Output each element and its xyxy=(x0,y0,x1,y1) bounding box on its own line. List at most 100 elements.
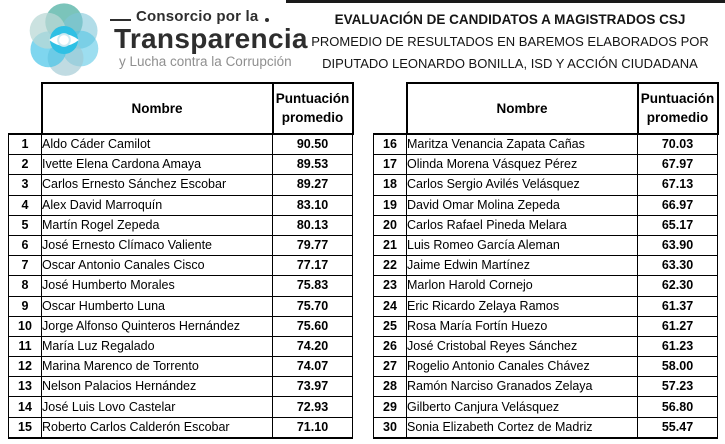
score-cell: 61.37 xyxy=(637,295,718,317)
score-cell: 66.97 xyxy=(637,194,718,216)
score-cell: 74.07 xyxy=(272,356,353,378)
score-cell: 70.03 xyxy=(637,133,718,156)
brand-dash-rule xyxy=(110,18,131,22)
score-cell: 75.60 xyxy=(272,315,353,337)
name-cell: Marlon Harold Cornejo xyxy=(406,275,638,297)
table-row: 29 Gilberto Canjura Velásquez 56.80 xyxy=(373,396,718,418)
table-row: 8 José Humberto Morales 75.83 xyxy=(8,275,353,297)
rank-cell: 4 xyxy=(8,194,42,216)
report-title-line-1: EVALUACIÓN DE CANDIDATOS A MAGISTRADOS C… xyxy=(334,12,686,27)
score-cell: 73.97 xyxy=(272,376,353,398)
score-cell: 72.93 xyxy=(272,396,353,418)
name-cell: Luis Romeo García Aleman xyxy=(406,234,638,257)
name-cell: Roberto Carlos Calderón Escobar xyxy=(41,416,273,439)
score-cell: 79.77 xyxy=(272,234,353,257)
name-cell: Rosa María Fortín Huezo xyxy=(406,315,638,337)
score-cell: 71.10 xyxy=(272,416,353,439)
rank-cell: 23 xyxy=(373,275,407,297)
rank-cell: 14 xyxy=(8,396,42,418)
name-cell: Nelson Palacios Hernández xyxy=(41,376,273,398)
rank-cell: 26 xyxy=(373,335,407,358)
rank-cell: 8 xyxy=(8,275,42,297)
table-header-row: Nombre Puntuación promedio xyxy=(373,82,719,135)
rank-cell: 13 xyxy=(8,376,42,398)
header-corner-spacer xyxy=(8,83,43,135)
name-cell: David Omar Molina Zepeda xyxy=(406,194,638,216)
name-cell: Aldo Cáder Camilot xyxy=(41,133,273,156)
brand-line-3-text: y Lucha contra la Corrupción xyxy=(119,53,292,69)
rank-cell: 5 xyxy=(8,214,42,236)
table-row: 1 Aldo Cáder Camilot 90.50 xyxy=(8,133,353,156)
score-cell: 75.70 xyxy=(272,295,353,317)
name-cell: José Ernesto Clímaco Valiente xyxy=(41,234,273,257)
candidates-table-left: Nombre Puntuación promedio 1 Aldo Cáder C… xyxy=(8,82,354,439)
brand-dot xyxy=(265,18,270,22)
score-cell: 63.30 xyxy=(637,255,718,277)
name-cell: Ivette Elena Cardona Amaya xyxy=(41,154,273,176)
name-cell: José Luis Lovo Castelar xyxy=(41,396,273,418)
name-cell: Sonia Elizabeth Cortez de Madriz xyxy=(406,416,638,439)
name-cell: María Luz Regalado xyxy=(41,335,273,358)
table-row: 15 Roberto Carlos Calderón Escobar 71.10 xyxy=(8,416,353,439)
rank-cell: 20 xyxy=(373,214,407,236)
brand-line-1: Consorcio por la xyxy=(110,8,308,25)
name-cell: Rogelio Antonio Canales Chávez xyxy=(406,356,638,378)
table-row: 18 Carlos Sergio Avilés Velásquez 67.13 xyxy=(373,174,718,196)
table-row: 11 María Luz Regalado 74.20 xyxy=(8,335,353,358)
rank-cell: 24 xyxy=(373,295,407,317)
score-cell: 61.23 xyxy=(637,335,718,358)
table-row: 16 Maritza Venancia Zapata Cañas 70.03 xyxy=(373,133,718,156)
table-row: 7 Oscar Antonio Canales Cisco 77.17 xyxy=(8,255,353,277)
table-row: 25 Rosa María Fortín Huezo 61.27 xyxy=(373,315,718,337)
rank-cell: 25 xyxy=(373,315,407,337)
table-row: 14 José Luis Lovo Castelar 72.93 xyxy=(8,396,353,418)
rank-cell: 10 xyxy=(8,315,42,337)
score-column-header: Puntuación promedio xyxy=(271,82,354,135)
name-cell: Ramón Narciso Granados Zelaya xyxy=(406,376,638,398)
table-row: 19 David Omar Molina Zepeda 66.97 xyxy=(373,194,718,216)
name-cell: Carlos Sergio Avilés Velásquez xyxy=(406,174,638,196)
header-corner-spacer xyxy=(373,83,408,135)
table-row: 5 Martín Rogel Zepeda 80.13 xyxy=(8,214,353,236)
name-cell: Carlos Ernesto Sánchez Escobar xyxy=(41,174,273,196)
name-cell: Martín Rogel Zepeda xyxy=(41,214,273,236)
brand-text: Consorcio por la Transparencia y Lucha c… xyxy=(110,8,308,69)
rank-cell: 18 xyxy=(373,174,407,196)
brand-line-1-text: Consorcio por la xyxy=(136,7,259,25)
report-title: EVALUACIÓN DE CANDIDATOS A MAGISTRADOS C… xyxy=(298,9,722,75)
table-row: 24 Eric Ricardo Zelaya Ramos 61.37 xyxy=(373,295,718,317)
rank-cell: 9 xyxy=(8,295,42,317)
score-cell: 55.47 xyxy=(637,416,718,439)
consorcio-logo-icon xyxy=(29,3,99,76)
table-row: 30 Sonia Elizabeth Cortez de Madriz 55.47 xyxy=(373,416,718,439)
score-cell: 83.10 xyxy=(272,194,353,216)
score-cell: 58.00 xyxy=(637,356,718,378)
name-cell: Olinda Morena Vásquez Pérez xyxy=(406,154,638,176)
table-row: 9 Oscar Humberto Luna 75.70 xyxy=(8,295,353,317)
name-cell: José Cristobal Reyes Sánchez xyxy=(406,335,638,358)
score-cell: 62.30 xyxy=(637,275,718,297)
rank-cell: 2 xyxy=(8,154,42,176)
table-row: 21 Luis Romeo García Aleman 63.90 xyxy=(373,234,718,257)
score-column-header: Puntuación promedio xyxy=(636,82,719,135)
table-row: 10 Jorge Alfonso Quinteros Hernández 75.60 xyxy=(8,315,353,337)
table-row: 17 Olinda Morena Vásquez Pérez 67.97 xyxy=(373,154,718,176)
table-row: 23 Marlon Harold Cornejo 62.30 xyxy=(373,275,718,297)
rank-cell: 7 xyxy=(8,255,42,277)
table-row: 28 Ramón Narciso Granados Zelaya 57.23 xyxy=(373,376,718,398)
name-cell: Marina Marenco de Torrento xyxy=(41,356,273,378)
score-cell: 89.53 xyxy=(272,154,353,176)
rank-cell: 16 xyxy=(373,133,407,156)
score-cell: 90.50 xyxy=(272,133,353,156)
table-row: 6 José Ernesto Clímaco Valiente 79.77 xyxy=(8,234,353,257)
rank-cell: 28 xyxy=(373,376,407,398)
score-cell: 89.27 xyxy=(272,174,353,196)
brand-lockup: Consorcio por la Transparencia y Lucha c… xyxy=(22,1,308,79)
rank-cell: 22 xyxy=(373,255,407,277)
score-cell: 77.17 xyxy=(272,255,353,277)
name-cell: Jorge Alfonso Quinteros Hernández xyxy=(41,315,273,337)
score-cell: 75.83 xyxy=(272,275,353,297)
table-row: 13 Nelson Palacios Hernández 73.97 xyxy=(8,376,353,398)
name-cell: Oscar Humberto Luna xyxy=(41,295,273,317)
